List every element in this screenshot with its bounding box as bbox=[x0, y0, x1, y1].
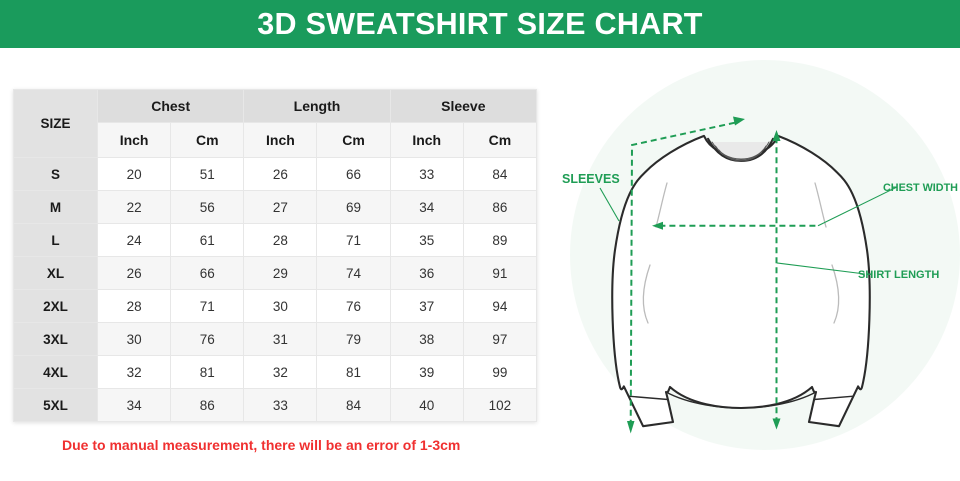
svg-text:SLEEVES: SLEEVES bbox=[562, 172, 620, 186]
svg-text:SHIRT LENGTH: SHIRT LENGTH bbox=[858, 269, 939, 281]
svg-text:CHEST WIDTH: CHEST WIDTH bbox=[883, 182, 958, 194]
